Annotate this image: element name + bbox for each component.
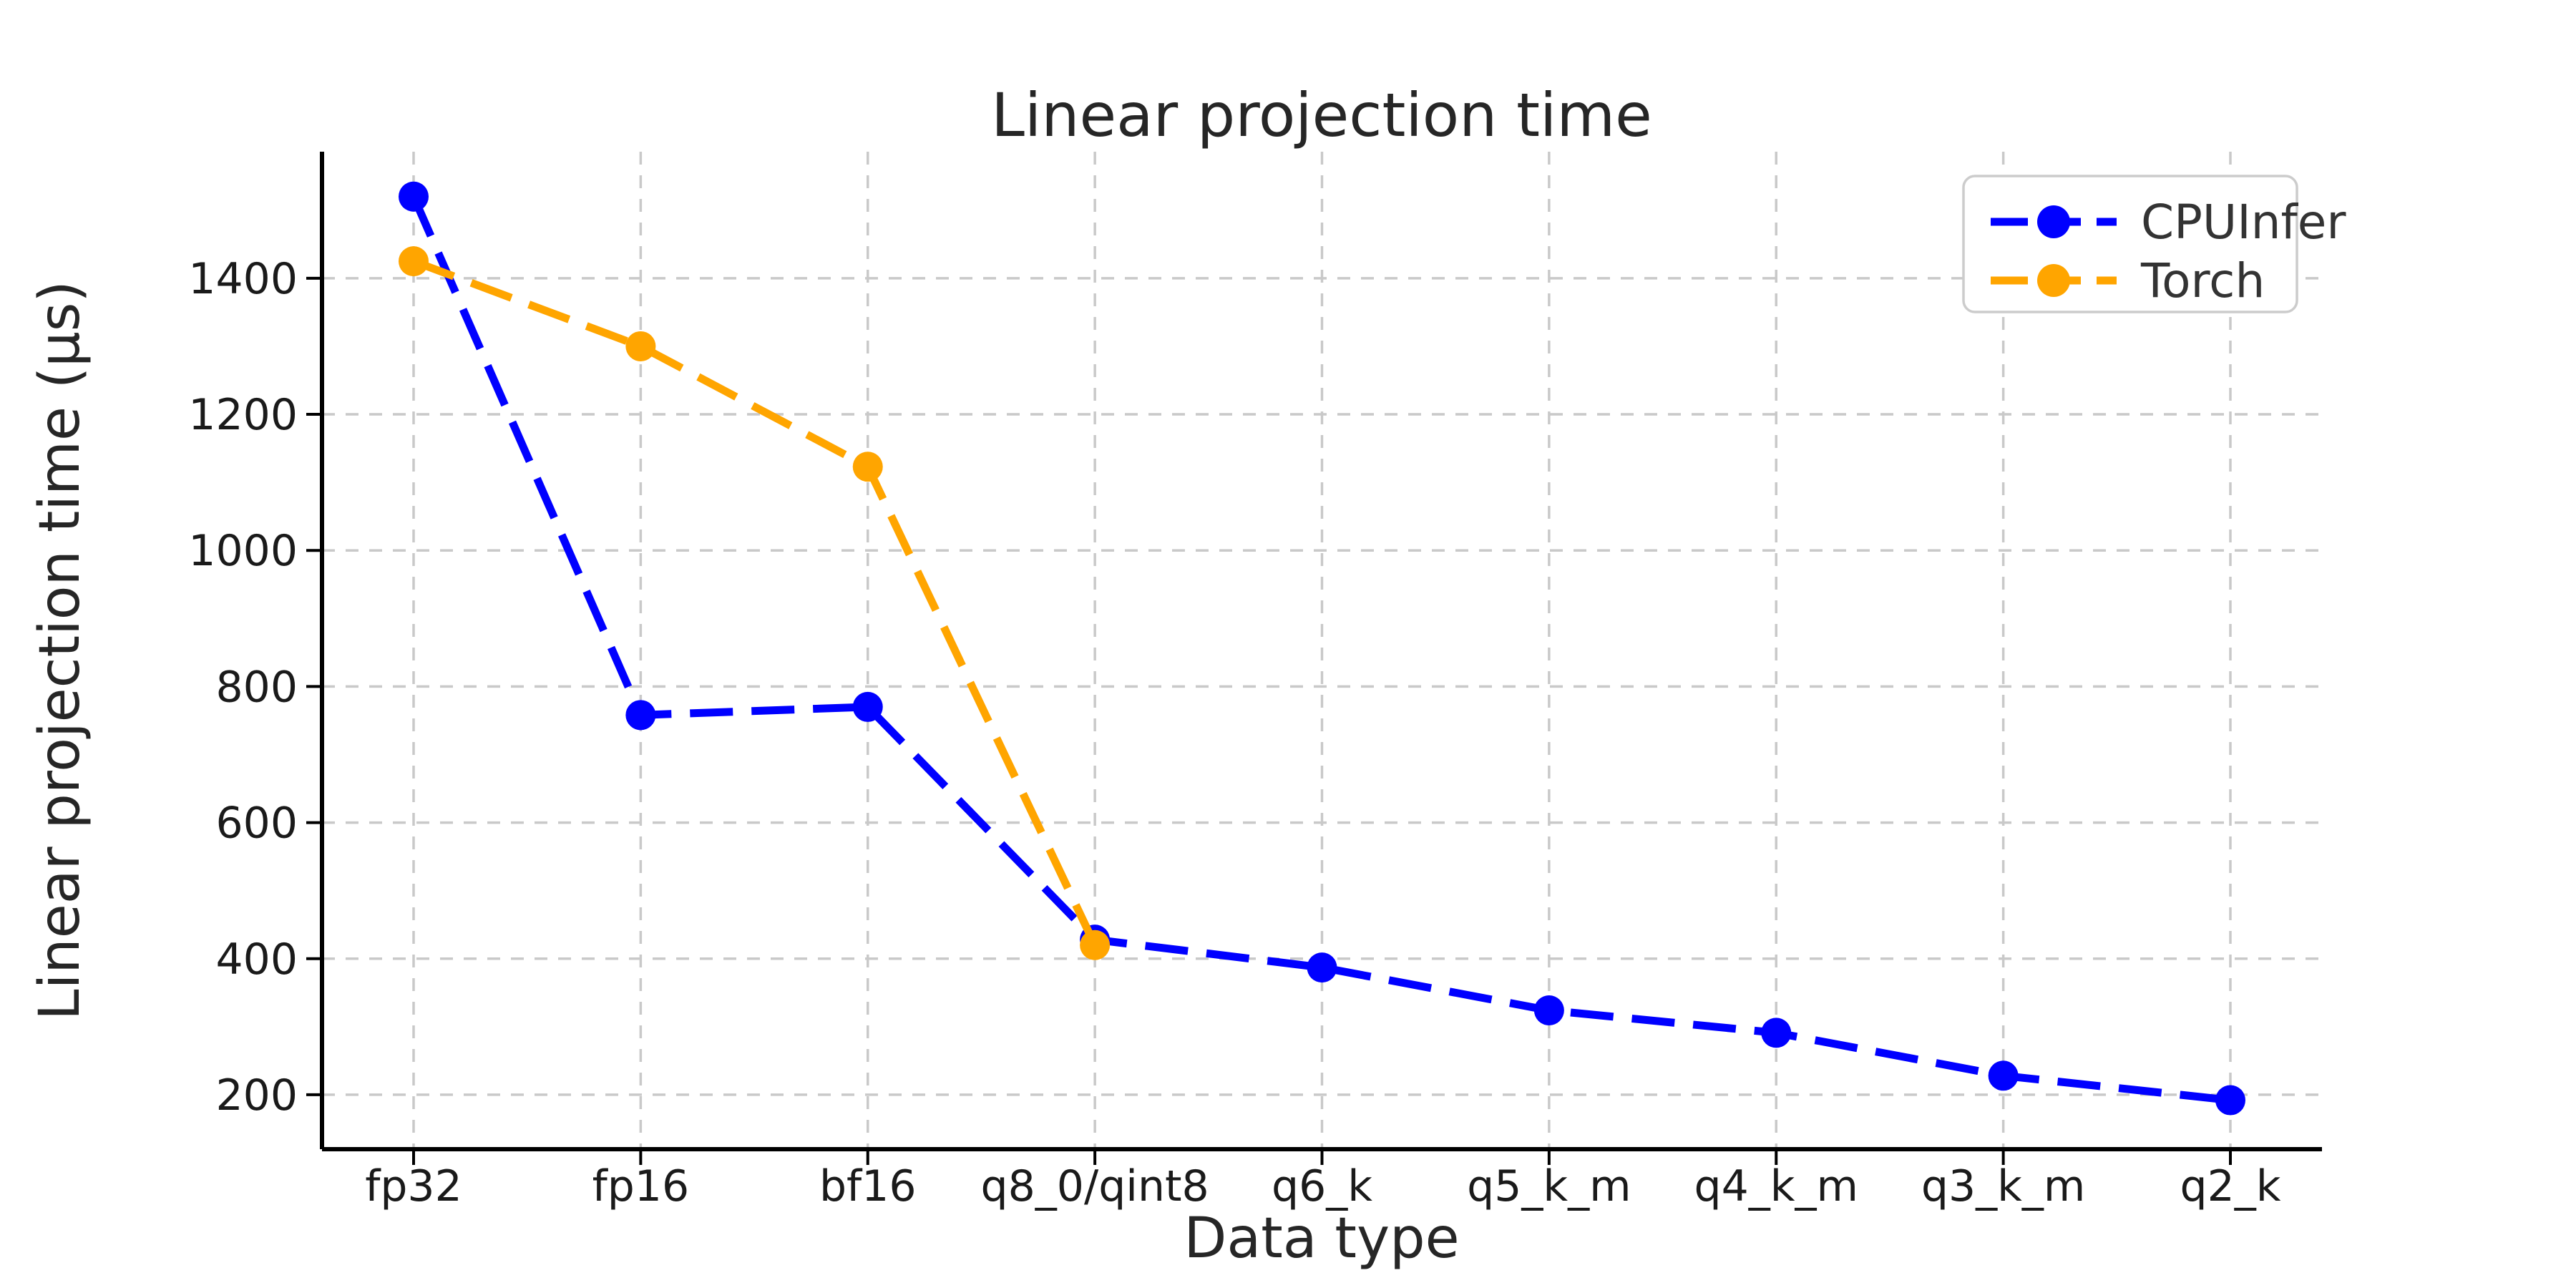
- x-axis-label: Data type: [1184, 1206, 1459, 1271]
- legend-label-torch: Torch: [2140, 253, 2265, 308]
- series-layer: [399, 181, 2245, 1116]
- chart-title: Linear projection time: [991, 80, 1652, 150]
- x-tick-label-fp16: fp16: [592, 1161, 690, 1211]
- legend-marker-cpuinfer: [2037, 205, 2070, 238]
- x-tick-label-q6-k: q6_k: [1272, 1161, 1372, 1211]
- data-point-cpuinfer-q5-k-m: [1533, 995, 1564, 1026]
- x-tick-label-q2-k: q2_k: [2180, 1161, 2280, 1211]
- y-tick-label-200: 200: [215, 1070, 298, 1121]
- axis-layer: 200 400 600 800 1000 1200 1400 fp32 fp16 bf16 q8_0…: [188, 152, 2322, 1211]
- y-tick-label-400: 400: [215, 935, 298, 985]
- legend-item-cpuinfer: CPUInfer: [1991, 195, 2346, 250]
- series-line-torch: [412, 257, 1099, 947]
- y-tick-label-800: 800: [215, 662, 298, 712]
- data-point-cpuinfer-bf16: [852, 691, 883, 722]
- x-tick-label-q3-k-m: q3_k_m: [1921, 1161, 2085, 1211]
- y-tick-label-600: 600: [215, 799, 298, 849]
- data-point-torch-fp32: [399, 246, 429, 277]
- data-point-cpuinfer-q4-k-m: [1761, 1018, 1792, 1048]
- y-tick-label-1000: 1000: [188, 526, 298, 576]
- legend-label-cpuinfer: CPUInfer: [2141, 195, 2346, 250]
- legend-item-torch: Torch: [1991, 253, 2265, 308]
- x-tick-label-q5-k-m: q5_k_m: [1467, 1161, 1631, 1211]
- data-point-torch-bf16: [852, 452, 883, 482]
- x-tick-label-q4-k-m: q4_k_m: [1694, 1161, 1858, 1211]
- data-point-torch-fp16: [625, 331, 656, 361]
- data-point-cpuinfer-q3-k-m: [1988, 1060, 2019, 1091]
- y-tick-label-1400: 1400: [188, 254, 298, 304]
- data-point-cpuinfer-q6-k: [1307, 952, 1337, 983]
- x-tick-label-q8-0-qint8: q8_0/qint8: [981, 1161, 1209, 1211]
- y-axis-label: Linear projection time (μs): [28, 280, 92, 1020]
- series-line-cpuinfer: [409, 195, 2231, 1105]
- x-tick-label-fp32: fp32: [365, 1161, 462, 1211]
- data-point-torch-q8-0-qint8: [1080, 930, 1111, 960]
- legend-marker-torch: [2037, 264, 2070, 297]
- x-tick-label-bf16: bf16: [819, 1161, 917, 1211]
- data-point-cpuinfer-fp32: [399, 181, 429, 212]
- data-point-cpuinfer-q2-k: [2215, 1085, 2245, 1116]
- data-point-cpuinfer-fp16: [625, 700, 656, 731]
- y-tick-label-1200: 1200: [188, 390, 298, 440]
